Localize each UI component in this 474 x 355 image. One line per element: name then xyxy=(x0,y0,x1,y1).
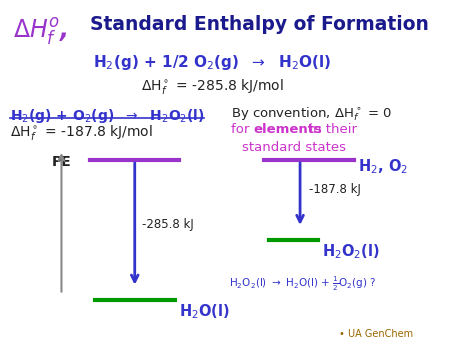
Text: H$_2$(g) + O$_2$(g)  $\rightarrow$  H$_2$O$_2$(l): H$_2$(g) + O$_2$(g) $\rightarrow$ H$_2$O… xyxy=(9,107,204,125)
Text: elements: elements xyxy=(254,123,322,136)
Text: H$_2$(g) + 1/2 O$_2$(g)  $\rightarrow$  H$_2$O(l): H$_2$(g) + 1/2 O$_2$(g) $\rightarrow$ H$… xyxy=(93,54,331,72)
Text: in their: in their xyxy=(304,123,356,136)
Text: • UA GenChem: • UA GenChem xyxy=(339,329,413,339)
Text: H$_2$O$_2$(l): H$_2$O$_2$(l) xyxy=(322,243,381,261)
Text: $\Delta$H$^\circ_f$ = -285.8 kJ/mol: $\Delta$H$^\circ_f$ = -285.8 kJ/mol xyxy=(141,77,284,97)
Text: H$_2$O(l): H$_2$O(l) xyxy=(180,302,230,321)
Text: Standard Enthalpy of Formation: Standard Enthalpy of Formation xyxy=(90,15,429,34)
Text: $\Delta$H$^\circ_f$ = -187.8 kJ/mol: $\Delta$H$^\circ_f$ = -187.8 kJ/mol xyxy=(9,123,153,142)
Text: -187.8 kJ: -187.8 kJ xyxy=(309,184,361,196)
Text: PE: PE xyxy=(52,155,72,169)
Text: $\Delta H^o_f$,: $\Delta H^o_f$, xyxy=(13,16,68,47)
Text: H$_2$O$_2$(l) $\rightarrow$ H$_2$O(l) + $\frac{1}{2}$O$_2$(g) ?: H$_2$O$_2$(l) $\rightarrow$ H$_2$O(l) + … xyxy=(228,275,376,293)
Text: By convention, $\Delta$H$^\circ_f$ = 0: By convention, $\Delta$H$^\circ_f$ = 0 xyxy=(231,105,392,123)
Text: for: for xyxy=(231,123,254,136)
Text: standard states: standard states xyxy=(242,141,346,154)
Text: H$_2$, O$_2$: H$_2$, O$_2$ xyxy=(358,157,408,176)
Text: -285.8 kJ: -285.8 kJ xyxy=(142,218,194,231)
